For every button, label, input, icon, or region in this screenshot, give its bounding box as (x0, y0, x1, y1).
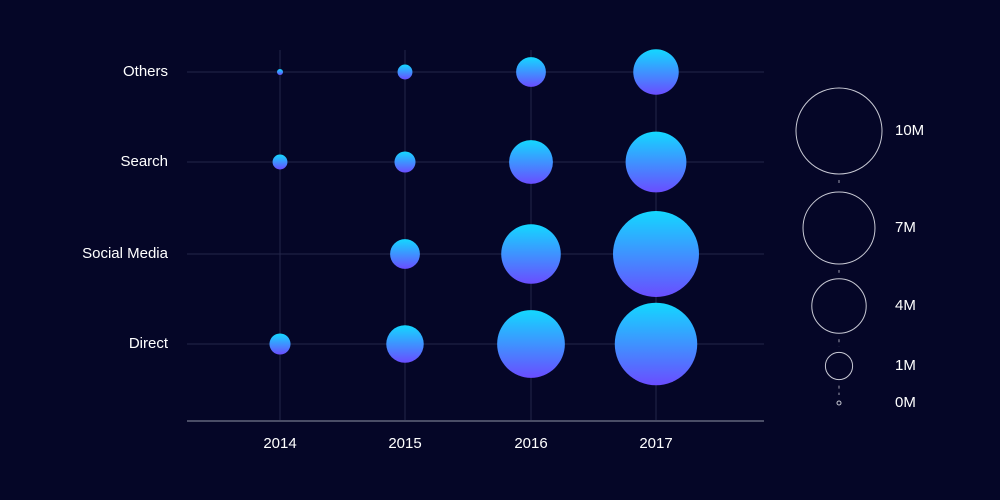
x-tick-label: 2015 (388, 435, 421, 452)
bubbles (269, 49, 699, 386)
legend-circle (824, 351, 854, 381)
legend-label: 1M (895, 357, 916, 374)
legend-circle (811, 278, 867, 334)
bubble (497, 310, 565, 378)
size-legend: 10M 7M 4M 1M 0M (795, 87, 924, 411)
x-tick-labels: 2014 2015 2016 2017 (263, 435, 672, 452)
bubble (509, 140, 553, 184)
bubble (390, 239, 420, 269)
legend-label: 10M (895, 122, 924, 139)
bubble (269, 333, 291, 355)
legend-circle (802, 191, 876, 265)
row-labels: Others Search Social Media Direct (82, 63, 169, 352)
x-tick-label: 2014 (263, 435, 296, 452)
bubble (633, 49, 679, 95)
x-tick-label: 2017 (639, 435, 672, 452)
row-label: Social Media (82, 245, 169, 262)
legend-label: 7M (895, 219, 916, 236)
bubble (614, 302, 698, 386)
row-label: Others (123, 63, 168, 80)
legend-circle (795, 87, 883, 175)
legend-circle (836, 400, 842, 406)
bubble (625, 131, 687, 193)
bubble (397, 64, 413, 80)
bubble (272, 154, 288, 170)
row-label: Search (120, 153, 168, 170)
bubble (516, 57, 546, 87)
row-label: Direct (129, 335, 169, 352)
legend-label: 0M (895, 394, 916, 411)
bubble (501, 224, 561, 284)
bubble (276, 68, 284, 76)
bubble (386, 325, 424, 363)
legend-label: 4M (895, 297, 916, 314)
bubble (394, 151, 416, 173)
bubble (613, 211, 699, 297)
x-tick-label: 2016 (514, 435, 547, 452)
